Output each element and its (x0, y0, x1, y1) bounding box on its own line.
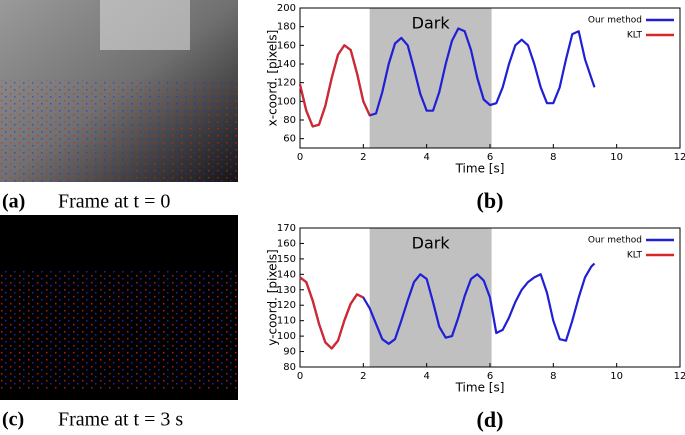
y-tick-label: 160 (277, 40, 296, 51)
panel-label: (c) (2, 409, 24, 431)
y-axis-label: y-coord. [pixels] (266, 249, 280, 346)
y-tick-label: 110 (277, 316, 296, 327)
y-tick-label: 150 (277, 254, 296, 265)
y-tick-label: 120 (277, 300, 296, 311)
x-axis-label: Time [s] (455, 162, 505, 176)
y-tick-label: 60 (283, 134, 296, 145)
x-tick-label: 12 (674, 371, 685, 382)
y-tick-label: 170 (277, 223, 296, 234)
x-tick-label: 4 (423, 152, 429, 163)
x-tick-label: 4 (423, 371, 429, 382)
legend-label: KLT (627, 31, 643, 41)
x-tick-label: 8 (550, 152, 556, 163)
legend-label: Our method (588, 16, 642, 26)
panel-label: (a) (2, 191, 25, 213)
whiteboard (100, 0, 190, 50)
panel-label: (b) (477, 188, 504, 213)
plot-frame (299, 7, 681, 149)
y-tick-label: 140 (277, 269, 296, 280)
legend-label: KLT (627, 251, 643, 261)
dark-region (369, 8, 492, 148)
panel-label: (d) (477, 407, 504, 432)
annotation: Dark (412, 14, 451, 33)
panel-caption: Frame at t = 3 s (58, 409, 183, 431)
y-tick-label: 130 (277, 285, 296, 296)
y-tick-label: 180 (277, 22, 296, 33)
y-tick-label: 80 (283, 115, 296, 126)
x-axis-label: Time [s] (455, 381, 505, 395)
legend-label: Our method (588, 236, 642, 246)
x-tick-label: 10 (610, 371, 623, 382)
y-tick-label: 90 (283, 347, 296, 358)
y-tick-label: 100 (277, 96, 296, 107)
y-tick-label: 120 (277, 78, 296, 89)
x-tick-label: 2 (360, 371, 366, 382)
annotation: Dark (412, 234, 451, 253)
y-tick-label: 140 (277, 59, 296, 70)
x-tick-label: 2 (360, 152, 366, 163)
series-line (299, 276, 364, 350)
x-tick-label: 6 (487, 152, 493, 163)
y-tick-label: 160 (277, 238, 296, 249)
y-tick-label: 200 (277, 3, 296, 14)
events-overlay (0, 270, 238, 390)
x-tick-label: 0 (297, 371, 303, 382)
plot-frame (299, 227, 681, 368)
x-tick-label: 8 (550, 371, 556, 382)
x-tick-label: 12 (674, 152, 685, 163)
y-tick-label: 80 (283, 362, 296, 373)
panel-caption: Frame at t = 0 (58, 191, 170, 213)
y-axis-label: x-coord. [pixels] (266, 30, 280, 127)
y-tick-label: 100 (277, 331, 296, 342)
x-tick-label: 10 (610, 152, 623, 163)
x-tick-label: 0 (297, 152, 303, 163)
series-line (298, 44, 371, 128)
x-tick-label: 6 (487, 371, 493, 382)
events-overlay (0, 80, 238, 182)
